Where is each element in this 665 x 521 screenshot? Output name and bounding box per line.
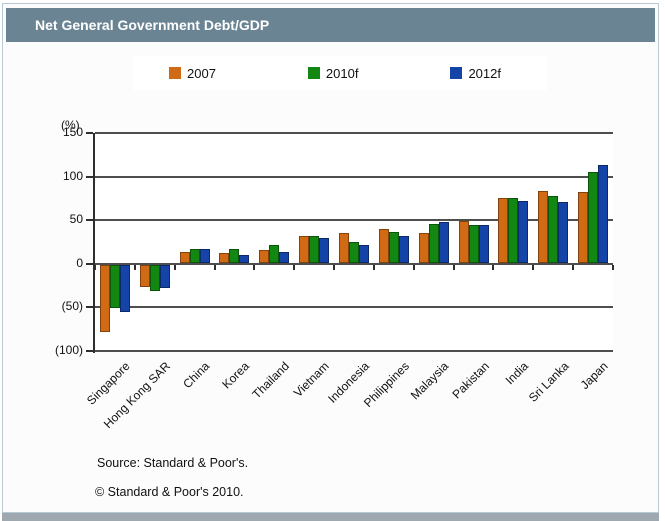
bar-2010f-Sri Lanka: [548, 195, 559, 263]
y-axis-line: [93, 133, 95, 353]
bar-2012f-Thailand: [279, 252, 290, 263]
y-tick-label: (100): [54, 343, 83, 357]
legend-item-2007: 2007: [169, 66, 216, 81]
bar-2012f-India: [518, 201, 529, 263]
x-axis-tick: [213, 264, 216, 270]
bar-2010f-China: [189, 248, 200, 263]
x-axis-tick: [333, 264, 336, 270]
bar-2010f-India: [508, 197, 519, 263]
x-axis-tick: [572, 264, 575, 270]
bar-2010f-Philippines: [388, 231, 399, 263]
bar-2012f-Philippines: [398, 235, 409, 263]
x-category-label: Sri Lanka: [525, 359, 572, 405]
x-axis-tick: [253, 264, 256, 270]
legend-label-2010f: 2010f: [325, 65, 359, 81]
legend-swatch-2010f-icon: [307, 67, 320, 79]
x-axis-tick: [372, 264, 375, 270]
x-axis-tick: [532, 264, 535, 270]
x-axis-tick: [492, 264, 495, 270]
bar-2010f-Thailand: [269, 245, 280, 263]
x-axis-tick: [412, 264, 415, 270]
y-axis-tick: [86, 350, 93, 352]
x-axis-tick: [612, 264, 614, 270]
y-axis-tick: [86, 175, 93, 178]
bar-2007-Malaysia: [418, 233, 429, 263]
legend-swatch-2007-icon: [169, 67, 181, 79]
x-category-label: China: [180, 359, 213, 392]
y-tick-label: 150: [62, 125, 83, 139]
bar-2010f-Vietnam: [309, 235, 320, 263]
bar-2010f-Pakistan: [468, 224, 479, 263]
bar-2010f-Singapore: [109, 264, 120, 309]
gridline: [95, 262, 613, 265]
bottom-shadow-bar: [2, 513, 659, 521]
x-category-label: Japan: [577, 359, 611, 393]
bar-2012f-Vietnam: [319, 237, 330, 263]
bar-2007-Vietnam: [299, 235, 310, 263]
gridline: [95, 132, 613, 134]
y-tick-label: (50): [61, 299, 83, 314]
x-category-label: India: [502, 359, 532, 388]
x-axis-tick: [452, 264, 455, 270]
gridline: [95, 219, 613, 222]
bar-2007-Hong Kong SAR: [139, 264, 150, 288]
y-axis-tick: [86, 219, 93, 222]
bar-2007-Philippines: [378, 228, 389, 263]
gridline: [95, 306, 613, 309]
bar-2007-Singapore: [99, 264, 110, 332]
y-axis-tick: [86, 132, 93, 134]
copyright-note: © Standard & Poor's 2010.: [95, 485, 244, 499]
x-axis-tick: [293, 264, 296, 270]
x-category-label: Korea: [219, 359, 253, 392]
legend-swatch-2012f-icon: [450, 67, 463, 79]
y-tick-label: 50: [69, 212, 83, 227]
x-axis-tick: [94, 264, 96, 270]
legend: 2007 2010f 2012f: [133, 56, 547, 90]
bar-2010f-Japan: [588, 172, 599, 263]
bar-2012f-China: [199, 248, 210, 263]
bar-2010f-Hong Kong SAR: [149, 264, 160, 291]
bar-2007-Thailand: [259, 249, 270, 263]
bar-2010f-Malaysia: [428, 223, 439, 263]
chart-card: Net General Government Debt/GDP 2007 201…: [2, 3, 659, 513]
bar-2012f-Singapore: [119, 264, 130, 312]
legend-label-2007: 2007: [187, 65, 216, 81]
bar-2012f-Pakistan: [478, 224, 489, 263]
bar-2007-Pakistan: [458, 221, 469, 263]
bar-2012f-Japan: [598, 165, 609, 263]
bar-2010f-Korea: [229, 248, 240, 263]
bar-2007-India: [498, 198, 509, 263]
y-axis-tick: [86, 262, 93, 265]
x-axis-tick: [133, 264, 136, 270]
legend-item-2010f: 2010f: [307, 65, 359, 81]
source-note: Source: Standard & Poor's.: [97, 456, 249, 470]
chart-title-bar: Net General Government Debt/GDP: [6, 8, 655, 42]
gridline: [95, 350, 613, 352]
plot-area: 150 100 50 0 (50) (100) Singapore Hong Kong SAR…: [55, 125, 614, 431]
bar-2010f-Indonesia: [349, 242, 359, 263]
x-category-label: Pakistan: [448, 359, 492, 402]
page-title: Net General Government Debt/GDP: [35, 17, 270, 33]
bar-2012f-Sri Lanka: [558, 201, 569, 263]
legend-label-2012f: 2012f: [468, 65, 501, 81]
y-tick-label: 100: [62, 168, 83, 183]
bar-2007-Korea: [219, 253, 230, 263]
x-axis-tick: [173, 264, 176, 270]
bar-2007-Sri Lanka: [538, 191, 549, 263]
bar-2012f-Indonesia: [359, 244, 369, 263]
bar-2007-Japan: [578, 192, 589, 263]
legend-item-2012f: 2012f: [450, 66, 501, 81]
x-category-label: Thailand: [249, 359, 293, 402]
bar-2012f-Korea: [239, 255, 250, 263]
y-axis-unit-label: (%): [61, 118, 80, 132]
y-axis-tick: [86, 306, 93, 309]
gridline: [95, 175, 613, 178]
y-tick-label: 0: [76, 255, 83, 270]
bar-2012f-Malaysia: [438, 221, 449, 263]
bar-2007-Indonesia: [339, 233, 349, 263]
x-category-label: Malaysia: [408, 359, 452, 403]
bar-2012f-Hong Kong SAR: [159, 264, 170, 289]
bar-2007-China: [179, 251, 190, 263]
